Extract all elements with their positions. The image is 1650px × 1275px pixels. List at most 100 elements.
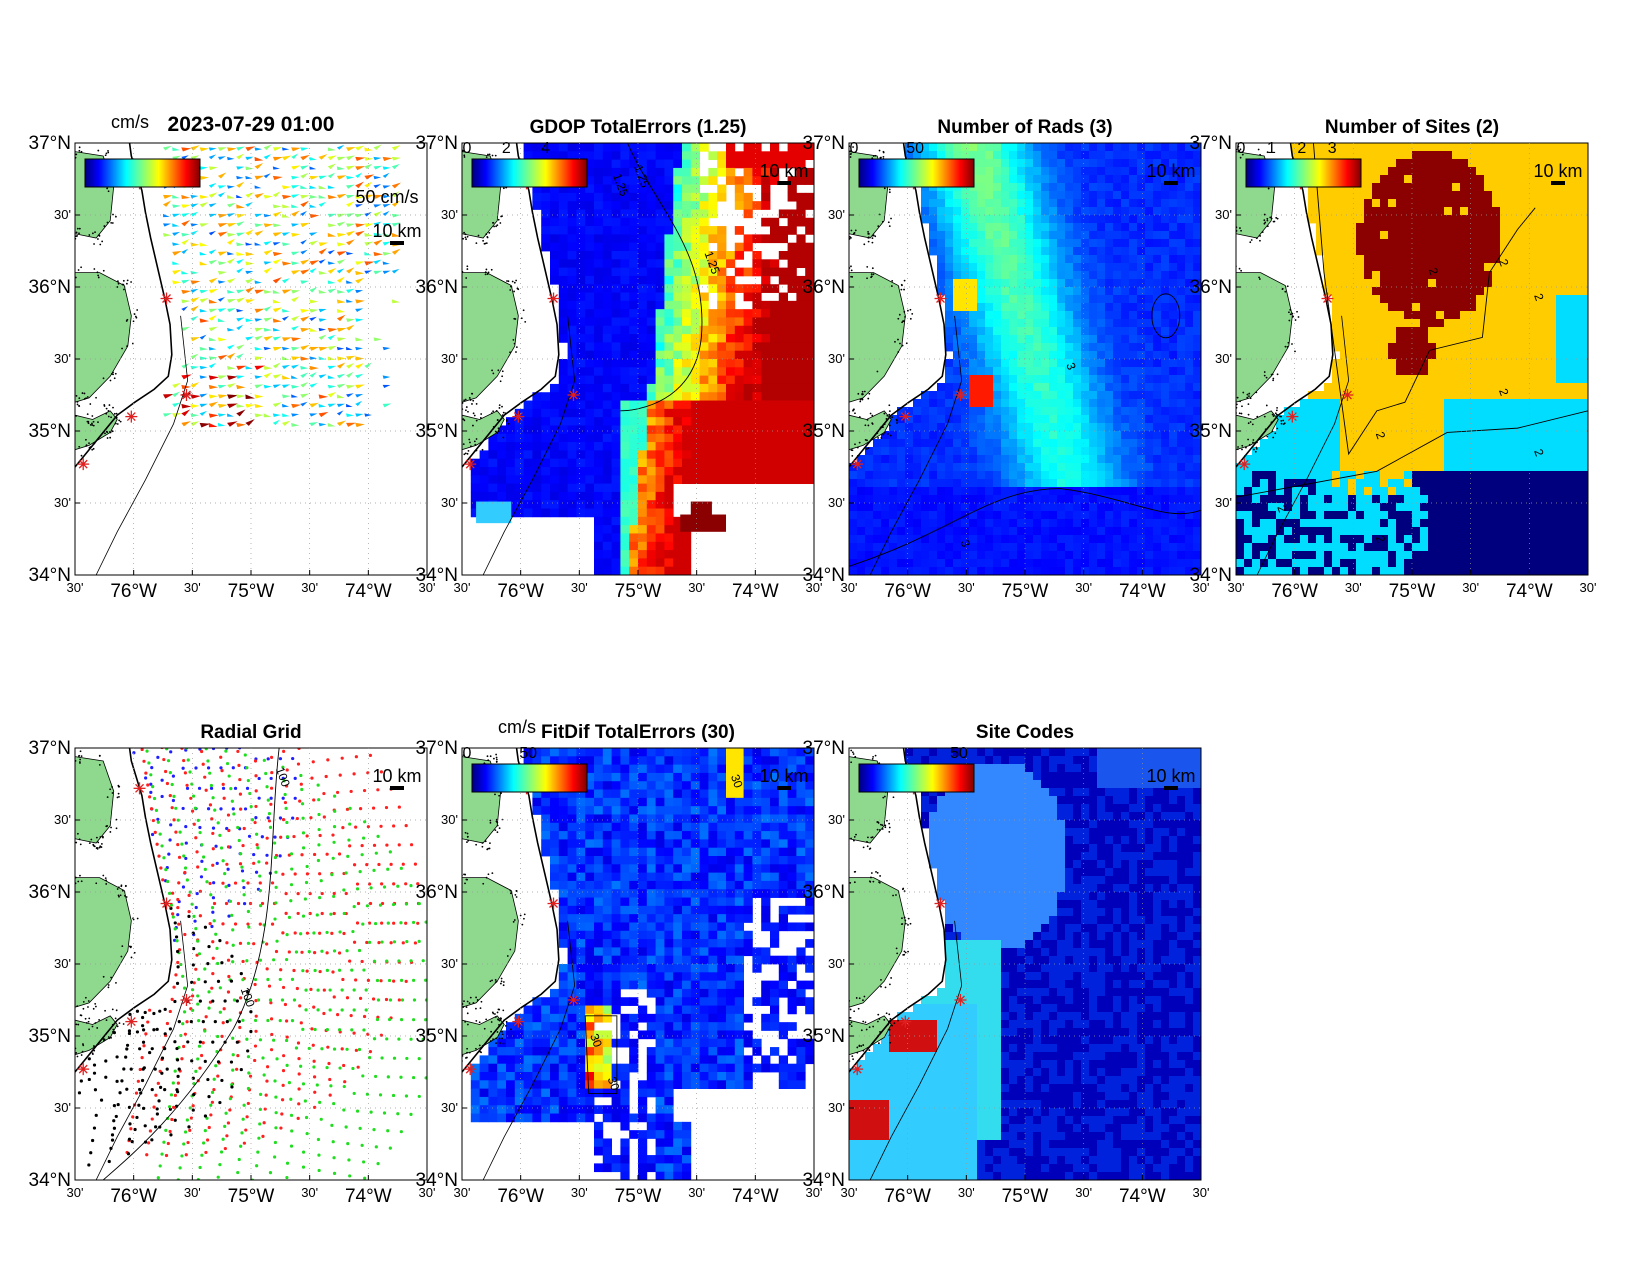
panel-rads-contour bbox=[849, 488, 1201, 567]
panel-rads-lat-label: 30' bbox=[828, 351, 845, 366]
panel-gdop-scale-bar-label: 10 km bbox=[759, 161, 808, 181]
panel-currents-lat-label: 36°N bbox=[29, 277, 71, 298]
panel-sitecodes: 37°N30'36°N30'35°N30'34°N30' 76°W 30' 75°W 3… bbox=[803, 722, 1210, 1207]
panel-sites-contour bbox=[1312, 143, 1536, 456]
panel-sitecodes-lat-label: 34°N bbox=[803, 1170, 845, 1191]
panel-sitecodes-depth-line bbox=[869, 920, 963, 1180]
panel-rads-lon-label: 30' bbox=[1193, 580, 1210, 595]
panel-fitdif-map: 30 30 30 bbox=[462, 748, 814, 1180]
panel-gdop-lat-label: 34°N bbox=[416, 565, 458, 586]
panel-currents-lon-label: 75°W bbox=[228, 581, 275, 602]
panel-sitecodes-lon-label: 30' bbox=[1193, 1185, 1210, 1200]
panel-sitecodes-lon-label: 30' bbox=[841, 1185, 858, 1200]
panel-fitdif-contour-label: 30 bbox=[587, 1032, 605, 1050]
panel-radial-site-marker bbox=[160, 897, 173, 910]
panel-rads-lon-label: 75°W bbox=[1002, 581, 1049, 602]
panel-fitdif-land-2 bbox=[462, 877, 519, 1008]
panel-sites-lat-label: 35°N bbox=[1190, 421, 1232, 442]
panel-currents-lat-label: 37°N bbox=[29, 133, 71, 154]
panel-currents-lat-label: 30' bbox=[54, 351, 71, 366]
panel-rads-colorbar bbox=[858, 158, 975, 188]
panel-gdop-colorbar bbox=[471, 158, 588, 188]
panel-rads-title: Number of Rads (3) bbox=[937, 117, 1112, 138]
panel-gdop-title: GDOP TotalErrors (1.25) bbox=[530, 117, 747, 138]
panel-fitdif-colorbar-tick: 50 bbox=[519, 745, 537, 762]
panel-gdop-lat-label: 36°N bbox=[416, 277, 458, 298]
panel-currents-depth-line bbox=[95, 315, 189, 575]
panel-sites-contour-label: 2 bbox=[1426, 266, 1442, 277]
panel-radial-lon-label: 30' bbox=[67, 1185, 84, 1200]
panel-gdop-lat-label: 37°N bbox=[416, 133, 458, 154]
panel-sites-lon-label: 75°W bbox=[1389, 581, 1436, 602]
panel-currents-lon-label: 30' bbox=[67, 580, 84, 595]
panel-radial-land-1 bbox=[75, 756, 115, 844]
panel-gdop-map: 1.251.251.25 bbox=[462, 143, 814, 575]
panel-rads-lat-label: 35°N bbox=[803, 421, 845, 442]
panel-rads-map: 33 bbox=[849, 143, 1201, 575]
panel-sitecodes-lon-label: 30' bbox=[1075, 1185, 1092, 1200]
panel-sites-site-marker bbox=[1286, 410, 1299, 423]
panel-sitecodes-lat-label: 37°N bbox=[803, 738, 845, 759]
panel-fitdif-lon-label: 75°W bbox=[615, 1186, 662, 1207]
panel-fitdif-lon-label: 30' bbox=[571, 1185, 588, 1200]
panel-sites-site-marker bbox=[1341, 389, 1354, 401]
panel-currents-lat-label: 35°N bbox=[29, 421, 71, 442]
panel-radial-contour bbox=[102, 748, 280, 1180]
panel-fitdif-depth-line bbox=[482, 920, 576, 1180]
panel-fitdif-lon-label: 30' bbox=[688, 1185, 705, 1200]
panel-currents-lat-label: 30' bbox=[54, 495, 71, 510]
panel-radial-depth-line bbox=[95, 920, 189, 1180]
panel-sitecodes-lon-label: 75°W bbox=[1002, 1186, 1049, 1207]
panel-sitecodes-scale-bar-label: 10 km bbox=[1146, 766, 1195, 786]
panel-currents-map bbox=[75, 143, 427, 575]
panel-currents-colorbar-unit: cm/s bbox=[111, 112, 149, 132]
panel-currents-lat-label: 34°N bbox=[29, 565, 71, 586]
panel-radial-lon-label: 74°W bbox=[345, 1186, 392, 1207]
panel-radial-site-marker bbox=[133, 782, 146, 795]
panel-radial-lon-label: 75°W bbox=[228, 1186, 275, 1207]
panel-gdop-lon-label: 74°W bbox=[732, 581, 779, 602]
panel-currents-lon-label: 76°W bbox=[110, 581, 157, 602]
panel-currents-lon-label: 30' bbox=[184, 580, 201, 595]
panel-gdop-lat-label: 35°N bbox=[416, 421, 458, 442]
panel-fitdif-site-marker bbox=[567, 994, 580, 1006]
panel-radial-lon-label: 76°W bbox=[110, 1186, 157, 1207]
panel-sitecodes-title: Site Codes bbox=[976, 722, 1074, 743]
panel-rads-lat-label: 34°N bbox=[803, 565, 845, 586]
panel-sites-contour-label: 2 bbox=[1274, 503, 1290, 514]
panel-fitdif-lon-label: 74°W bbox=[732, 1186, 779, 1207]
panel-sites-lon-label: 74°W bbox=[1506, 581, 1553, 602]
panel-sitecodes-site-marker bbox=[954, 994, 967, 1006]
panel-sites-lat-label: 30' bbox=[1215, 207, 1232, 222]
panel-fitdif-scale-bar-label: 10 km bbox=[759, 766, 808, 786]
panel-sites-contour-label: 2 bbox=[1373, 534, 1389, 545]
panel-sitecodes-lat-label: 30' bbox=[828, 812, 845, 827]
panel-sites-colorbar-tick: 1 bbox=[1267, 140, 1276, 157]
panel-gdop-site-marker bbox=[567, 389, 580, 401]
panel-rads-contour-label: 3 bbox=[1063, 361, 1079, 372]
panel-fitdif-lat-label: 35°N bbox=[416, 1026, 458, 1047]
panel-sites-contour-label: 2 bbox=[1531, 447, 1547, 458]
panel-gdop-site-marker bbox=[547, 292, 560, 305]
panel-sites-colorbar-tick: 0 bbox=[1237, 140, 1246, 157]
panel-radial-lat-label: 36°N bbox=[29, 882, 71, 903]
panel-radial-scale-bar-label: 10 km bbox=[372, 766, 421, 786]
panel-radial-contour-label: 100 bbox=[238, 985, 258, 1009]
panel-sites-contour-label: 2 bbox=[1373, 430, 1389, 441]
panel-radial-lon-label: 30' bbox=[419, 1185, 436, 1200]
panel-fitdif-lon-label: 30' bbox=[454, 1185, 471, 1200]
panel-rads-lon-label: 30' bbox=[958, 580, 975, 595]
panel-gdop-colorbar-tick: 2 bbox=[502, 140, 511, 157]
panel-sites-lon-label: 76°W bbox=[1271, 581, 1318, 602]
panel-radial-lon-label: 30' bbox=[301, 1185, 318, 1200]
panel-sites-lon-label: 30' bbox=[1228, 580, 1245, 595]
panel-rads-site-marker bbox=[851, 458, 864, 471]
panel-sitecodes-site-marker bbox=[934, 897, 947, 910]
panel-rads-lat-label: 36°N bbox=[803, 277, 845, 298]
panel-currents: 50 cm/s37°N30'36°N30'35°N30'34°N30' 76°W 3… bbox=[29, 112, 436, 602]
panel-sites-site-marker bbox=[1238, 458, 1251, 471]
panel-rads-lon-label: 30' bbox=[841, 580, 858, 595]
panel-gdop-colorbar-tick: 0 bbox=[463, 140, 472, 157]
panel-gdop-contour bbox=[620, 143, 703, 412]
